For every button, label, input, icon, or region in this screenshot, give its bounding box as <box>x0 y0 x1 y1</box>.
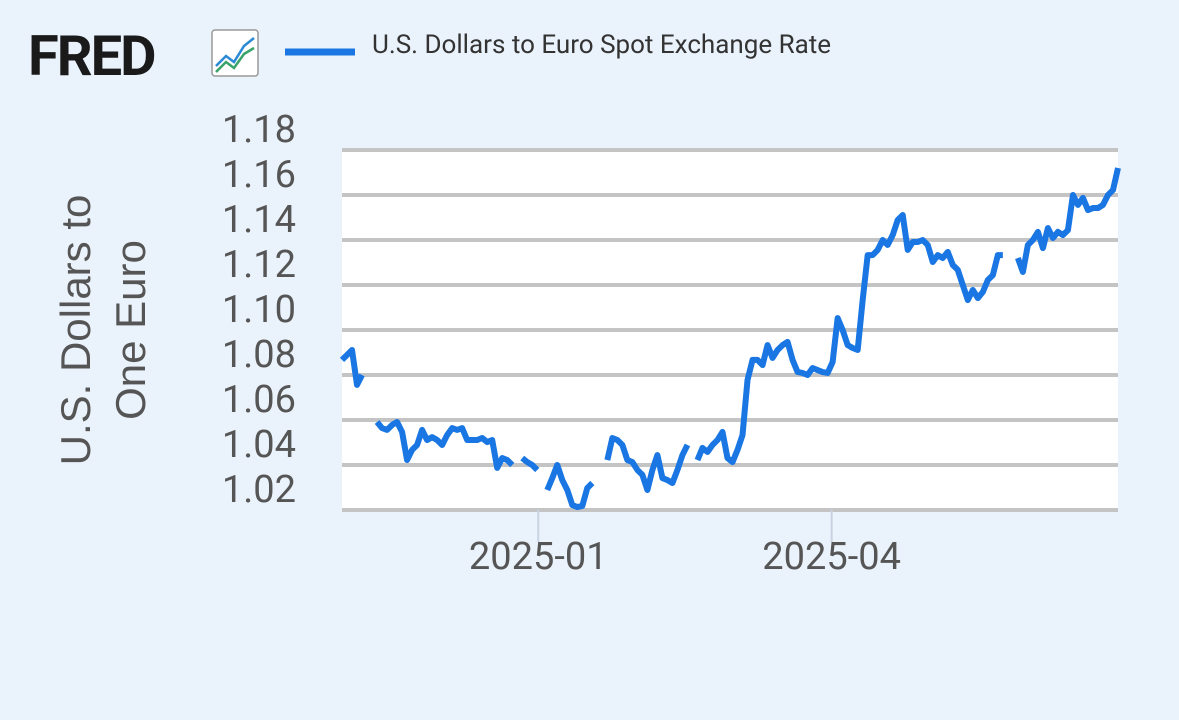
y-tick-label: 1.16 <box>222 153 296 197</box>
y-tick-label: 1.04 <box>222 423 296 467</box>
logo-icon <box>211 29 259 77</box>
y-tick-label: 1.08 <box>222 333 296 377</box>
x-tick-label: 2025-01 <box>469 535 608 579</box>
y-tick-label: 1.12 <box>222 243 296 287</box>
series-line <box>339 167 1121 511</box>
y-tick-label: 1.06 <box>222 378 296 422</box>
brand-logo: FRED <box>28 23 155 89</box>
y-axis-title: U.S. Dollars to One Euro <box>52 194 154 466</box>
y-tick-label: 1.18 <box>222 108 296 152</box>
legend-label: U.S. Dollars to Euro Spot Exchange Rate <box>372 30 831 60</box>
y-tick-label: 1.10 <box>222 288 296 332</box>
y-tick-label: 1.02 <box>222 468 296 512</box>
y-tick-label: 1.14 <box>222 198 296 242</box>
x-tick-label: 2025-04 <box>762 535 901 579</box>
